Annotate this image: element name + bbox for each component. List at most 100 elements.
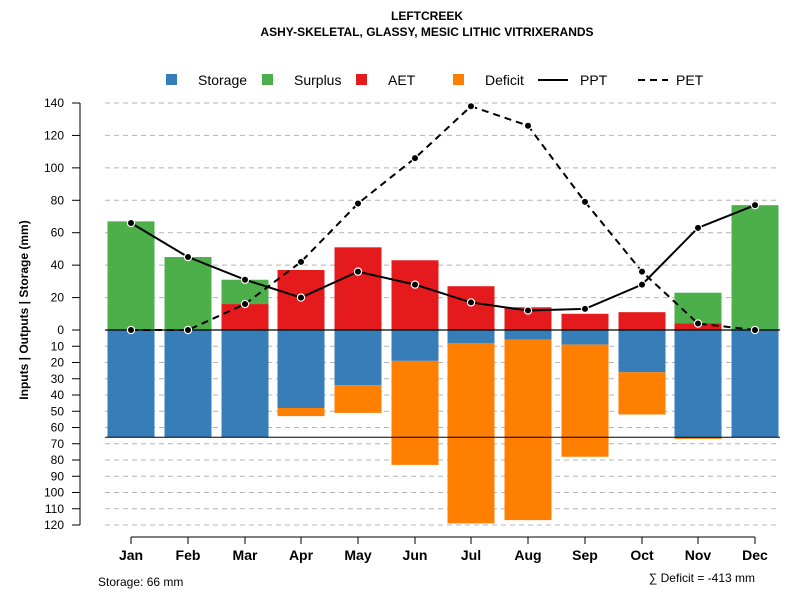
x-tick-label: Feb bbox=[176, 547, 201, 563]
storage-bar bbox=[221, 330, 269, 438]
legend-swatch bbox=[262, 74, 273, 85]
legend-label: PET bbox=[676, 72, 704, 88]
surplus-bar bbox=[107, 221, 155, 330]
y-tick-label: 10 bbox=[51, 339, 65, 353]
storage-bar bbox=[731, 330, 779, 438]
deficit-bar bbox=[277, 408, 325, 417]
x-tick-label: Mar bbox=[233, 547, 258, 563]
storage-bar bbox=[277, 330, 325, 408]
storage-bar bbox=[674, 330, 722, 438]
pet-point bbox=[752, 327, 758, 333]
deficit-bar bbox=[618, 372, 666, 415]
legend-label: Deficit bbox=[485, 72, 524, 88]
x-tick-label: Sep bbox=[572, 547, 598, 563]
y-tick-label: 60 bbox=[51, 226, 65, 240]
series-lines bbox=[105, 102, 780, 438]
storage-bar bbox=[447, 330, 495, 343]
y-tick-label: 90 bbox=[51, 469, 65, 483]
legend-label: Storage bbox=[198, 72, 247, 88]
y-tick-label: 80 bbox=[51, 193, 65, 207]
ppt-line bbox=[130, 204, 756, 312]
y-axis-label: Inputs | Outputs | Storage (mm) bbox=[17, 220, 31, 399]
ppt-point bbox=[128, 219, 134, 226]
axes: 0 20 40 60 80 100 120 140 10 20 30 40 50 60 70 80 90 100 1… bbox=[44, 96, 768, 563]
ppt-point bbox=[468, 299, 474, 306]
y-tick-label: 30 bbox=[51, 372, 65, 386]
storage-bar bbox=[164, 330, 212, 438]
pet-point bbox=[695, 320, 701, 327]
deficit-note: ∑ Deficit = -413 mm bbox=[649, 571, 755, 585]
pet-line bbox=[131, 105, 756, 331]
storage-bar bbox=[334, 330, 382, 386]
y-tick-label: 100 bbox=[44, 486, 64, 500]
y-tick-label: 60 bbox=[51, 421, 65, 435]
aet-bar bbox=[561, 313, 609, 330]
legend: Storage Surplus AET Deficit PPT PET bbox=[166, 72, 704, 88]
pet-point bbox=[185, 327, 191, 333]
legend-label: Surplus bbox=[294, 72, 341, 88]
ppt-point bbox=[185, 254, 191, 261]
storage-bar bbox=[391, 330, 439, 361]
ppt-point bbox=[582, 305, 588, 312]
chart-subtitle: ASHY-SKELETAL, GLASSY, MESIC LITHIC VITR… bbox=[260, 25, 593, 39]
pet-point bbox=[242, 301, 248, 308]
y-tick-label: 0 bbox=[57, 323, 64, 337]
x-tick-label: Aug bbox=[514, 547, 541, 563]
x-tick-label: Jun bbox=[403, 547, 428, 563]
ppt-point bbox=[639, 281, 645, 288]
y-tick-label: 120 bbox=[44, 128, 64, 142]
deficit-bar bbox=[391, 360, 439, 465]
aet-bar bbox=[391, 260, 439, 330]
y-tick-label: 20 bbox=[51, 356, 65, 370]
x-tick-label: May bbox=[344, 547, 371, 563]
ppt-point bbox=[412, 281, 418, 288]
y-tick-label: 80 bbox=[51, 453, 65, 467]
surplus-bar bbox=[674, 292, 722, 324]
deficit-bar bbox=[504, 339, 552, 521]
chart-title: LEFTCREEK bbox=[391, 9, 463, 23]
ppt-point bbox=[525, 307, 531, 314]
pet-point bbox=[525, 122, 531, 129]
ppt-point bbox=[242, 276, 248, 283]
legend-swatch bbox=[453, 74, 464, 85]
pet-point bbox=[298, 258, 304, 265]
x-tick-label: Jul bbox=[461, 547, 481, 563]
y-tick-label: 140 bbox=[44, 96, 64, 110]
storage-bar bbox=[504, 330, 552, 340]
legend-label: AET bbox=[388, 72, 416, 88]
x-tick-label: Jan bbox=[119, 547, 143, 563]
surplus-bar bbox=[731, 205, 779, 330]
aet-bar bbox=[334, 247, 382, 330]
x-tick-label: Apr bbox=[289, 547, 314, 563]
aet-bar bbox=[221, 304, 269, 330]
gridlines bbox=[105, 102, 780, 526]
pet-point bbox=[582, 198, 588, 205]
y-tick-label: 40 bbox=[51, 388, 65, 402]
ppt-point bbox=[298, 294, 304, 301]
pet-point bbox=[412, 155, 418, 162]
ppt-point bbox=[752, 202, 758, 209]
pet-point bbox=[639, 268, 645, 275]
pet-point bbox=[468, 103, 474, 110]
y-tick-label: 110 bbox=[45, 502, 64, 516]
aet-bar bbox=[504, 307, 552, 330]
surplus-bar bbox=[164, 257, 212, 330]
legend-label: PPT bbox=[580, 72, 608, 88]
legend-swatch bbox=[356, 74, 367, 85]
y-tick-label: 100 bbox=[44, 161, 64, 175]
x-tick-label: Nov bbox=[685, 547, 712, 563]
storage-bar bbox=[561, 330, 609, 345]
y-tick-label: 120 bbox=[44, 518, 64, 532]
storage-note: Storage: 66 mm bbox=[98, 575, 183, 589]
ppt-point bbox=[695, 224, 701, 231]
y-tick-label: 70 bbox=[51, 437, 65, 451]
deficit-bar bbox=[447, 343, 495, 524]
aet-bar bbox=[618, 312, 666, 330]
deficit-bar bbox=[674, 437, 722, 439]
deficit-bar bbox=[334, 385, 382, 413]
aet-bar bbox=[447, 286, 495, 330]
y-tick-label: 40 bbox=[51, 258, 65, 272]
bars bbox=[107, 205, 779, 524]
ppt-point bbox=[355, 268, 361, 275]
deficit-bar bbox=[561, 344, 609, 457]
